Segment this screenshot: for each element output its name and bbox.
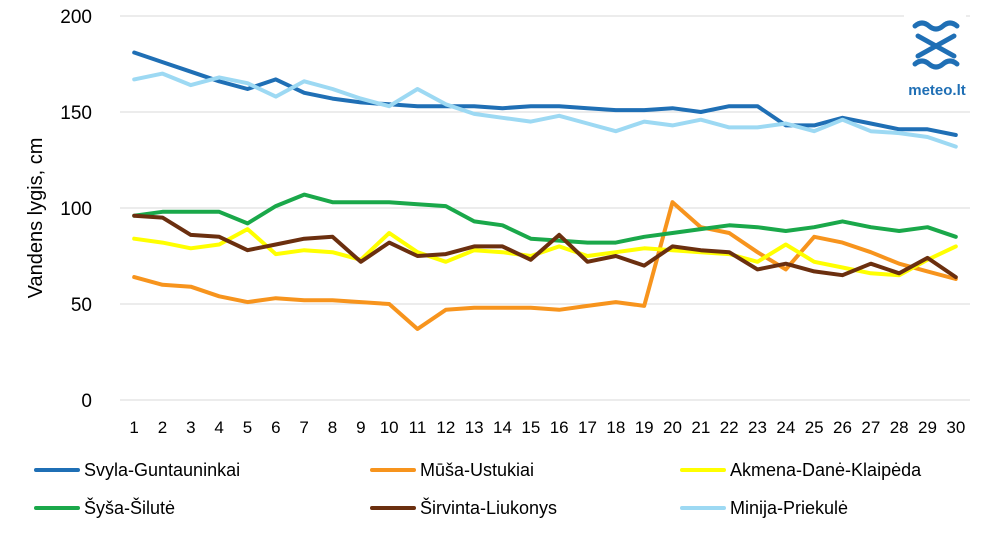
x-tick-label: 29	[918, 418, 937, 437]
x-tick-label: 3	[186, 418, 195, 437]
x-tick-label: 2	[158, 418, 167, 437]
legend-item: Akmena-Danė-Klaipėda	[680, 460, 922, 480]
x-tick-label: 4	[214, 418, 223, 437]
y-axis-ticks: 0 50 100 150 200	[60, 7, 92, 412]
legend-label: Širvinta-Liukonys	[420, 497, 557, 518]
x-tick-label: 23	[748, 418, 767, 437]
x-tick-label: 22	[720, 418, 739, 437]
y-tick-label: 150	[60, 103, 92, 124]
x-tick-label: 19	[635, 418, 654, 437]
x-tick-label: 8	[328, 418, 337, 437]
y-axis-label: Vandens lygis, cm	[25, 138, 47, 299]
x-tick-label: 30	[946, 418, 965, 437]
logo-text: meteo.lt	[908, 82, 966, 99]
x-tick-label: 1	[129, 418, 138, 437]
legend-item: Minija-Priekulė	[680, 498, 848, 518]
series-lines	[132, 50, 958, 331]
x-tick-label: 24	[776, 418, 795, 437]
meteo-logo-icon	[912, 20, 960, 70]
x-tick-label: 7	[299, 418, 308, 437]
x-tick-label: 25	[805, 418, 824, 437]
series-line-3	[132, 227, 958, 278]
x-tick-label: 28	[890, 418, 909, 437]
series-line-5	[132, 213, 958, 280]
x-tick-label: 17	[578, 418, 597, 437]
legend-item: Širvinta-Liukonys	[370, 497, 557, 518]
x-tick-label: 27	[861, 418, 880, 437]
x-tick-label: 13	[465, 418, 484, 437]
y-tick-label: 200	[60, 7, 92, 28]
x-tick-label: 20	[663, 418, 682, 437]
x-tick-label: 21	[691, 418, 710, 437]
legend-item: Mūša-Ustukiai	[370, 460, 534, 480]
legend-label: Mūša-Ustukiai	[420, 460, 534, 480]
gridlines	[120, 15, 970, 401]
x-tick-label: 26	[833, 418, 852, 437]
x-tick-label: 6	[271, 418, 280, 437]
series-line-1	[132, 50, 958, 137]
legend-label: Minija-Priekulė	[730, 498, 848, 518]
y-tick-label: 100	[60, 199, 92, 220]
x-tick-label: 5	[243, 418, 252, 437]
series-line-6	[132, 71, 958, 149]
x-tick-label: 15	[521, 418, 540, 437]
meteo-logo: meteo.lt	[904, 14, 966, 99]
legend: Svyla-Guntauninkai Mūša-Ustukiai Akmena-Da…	[34, 460, 922, 518]
y-tick-label: 0	[81, 391, 92, 412]
legend-item: Šyša-Šilutė	[34, 497, 175, 518]
x-tick-label: 18	[606, 418, 625, 437]
legend-label: Svyla-Guntauninkai	[84, 460, 240, 480]
x-axis-ticks: 1 2 3 4 5 6 7 8 9 10 11 12 13 14 15 16 17 18 19 20 21 22 23 24 2…	[129, 418, 965, 437]
x-tick-label: 14	[493, 418, 512, 437]
series-line-4	[132, 192, 958, 245]
y-tick-label: 50	[71, 295, 92, 316]
legend-label: Akmena-Danė-Klaipėda	[730, 460, 922, 480]
legend-label: Šyša-Šilutė	[84, 497, 175, 518]
x-tick-label: 10	[380, 418, 399, 437]
x-tick-label: 9	[356, 418, 365, 437]
legend-item: Svyla-Guntauninkai	[34, 460, 240, 480]
series-line-2	[132, 200, 958, 331]
x-tick-label: 16	[550, 418, 569, 437]
x-tick-label: 11	[409, 418, 427, 437]
x-tick-label: 12	[436, 418, 455, 437]
